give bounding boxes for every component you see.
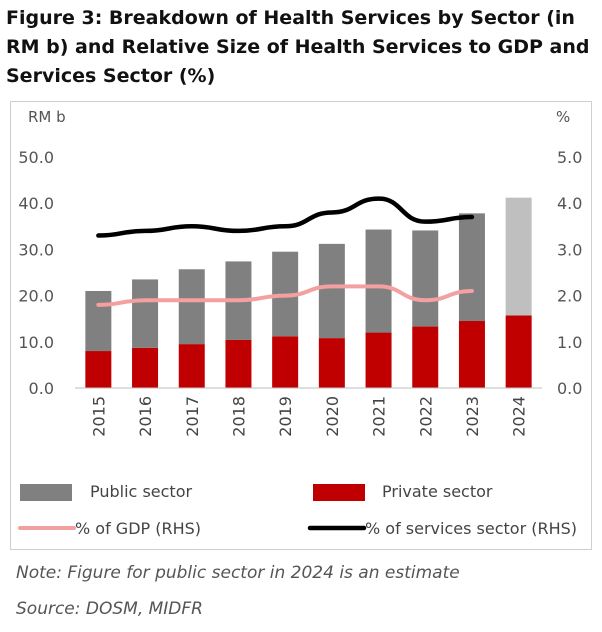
left-tick-label: 20.0	[18, 287, 54, 306]
bar-private-sector	[412, 326, 439, 388]
x-tick-label: 2022	[416, 396, 435, 437]
bar-public-sector	[505, 197, 532, 316]
left-tick-label: 0.0	[29, 379, 54, 398]
bar-public-sector	[365, 229, 392, 333]
estimate-note: Note: Figure for public sector in 2024 i…	[16, 563, 460, 583]
bar-private-sector	[225, 339, 252, 388]
right-tick-label: 4.0	[557, 194, 582, 213]
legend-label: % of services sector (RHS)	[365, 519, 577, 538]
left-axis-unit: RM b	[28, 108, 66, 126]
bar-public-sector	[318, 243, 345, 339]
bar-public-sector	[412, 230, 439, 327]
right-axis-unit: %	[556, 108, 570, 126]
bar-private-sector	[365, 332, 392, 388]
bar-private-sector	[505, 315, 532, 388]
line-gdp-share	[96, 284, 474, 307]
legend-label: % of GDP (RHS)	[75, 519, 201, 538]
left-tick-label: 50.0	[18, 148, 54, 167]
left-tick-label: 30.0	[18, 240, 54, 259]
line-services-share	[96, 196, 475, 238]
left-tick-label: 40.0	[18, 194, 54, 213]
left-tick-label: 10.0	[18, 333, 54, 352]
bar-private-sector	[178, 344, 205, 388]
x-tick-label: 2019	[276, 396, 295, 437]
x-tick-label: 2023	[463, 396, 482, 437]
x-tick-label: 2021	[370, 396, 389, 437]
right-tick-label: 1.0	[557, 333, 582, 352]
plot-area: 0.0 10.0 20.0 30.0 40.0 50.0 0.0 1.0 2.0 3.0 4.0 5.…	[18, 148, 582, 437]
bar-private-sector	[85, 351, 112, 388]
legend-swatch	[313, 484, 365, 501]
bar-public-sector	[132, 279, 159, 348]
x-tick-label: 2016	[136, 396, 155, 437]
legend-label: Public sector	[90, 482, 192, 501]
bar-private-sector	[132, 347, 159, 388]
bar-private-sector	[458, 321, 485, 388]
bar-public-sector	[85, 290, 112, 352]
right-tick-label: 2.0	[557, 287, 582, 306]
chart-frame	[10, 101, 592, 550]
right-tick-label: 3.0	[557, 240, 582, 259]
x-tick-label: 2020	[323, 396, 342, 437]
bar-private-sector	[318, 338, 345, 388]
x-tick-label: 2017	[183, 396, 202, 437]
bar-public-sector	[178, 269, 205, 345]
x-tick-label: 2024	[510, 396, 529, 437]
legend: Public sector Private sector % of GDP (RHS…	[18, 482, 577, 538]
x-tick-label: 2015	[89, 396, 108, 437]
x-tick-label: 2018	[229, 396, 248, 437]
bar-private-sector	[272, 336, 299, 388]
legend-label: Private sector	[382, 482, 493, 501]
right-tick-label: 5.0	[557, 148, 582, 167]
source-note: Source: DOSM, MIDFR	[16, 599, 203, 619]
legend-swatch	[20, 484, 72, 501]
chart-title: Figure 3: Breakdown of Health Services b…	[6, 7, 590, 87]
right-tick-label: 0.0	[557, 379, 582, 398]
bar-public-sector	[458, 213, 485, 322]
